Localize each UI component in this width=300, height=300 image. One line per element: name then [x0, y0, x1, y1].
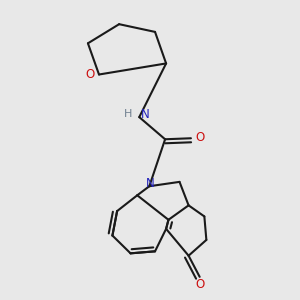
- Text: N: N: [141, 108, 150, 121]
- Text: O: O: [85, 68, 94, 81]
- Text: O: O: [196, 278, 205, 291]
- Text: N: N: [146, 177, 154, 190]
- Text: H: H: [124, 110, 132, 119]
- Text: O: O: [196, 131, 205, 144]
